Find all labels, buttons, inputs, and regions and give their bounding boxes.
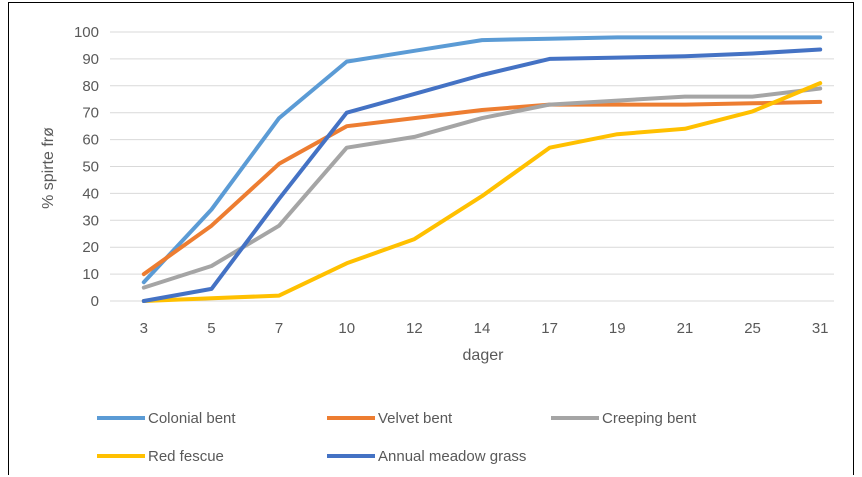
y-axis-ticks: 0 10 20 30 40 50 60 70 80 90 100	[74, 24, 99, 310]
chart-frame: 0 10 20 30 40 50 60 70 80 90 100 3 5 7 10 12 14 17 19 21 25…	[8, 2, 854, 475]
x-tick-label: 12	[406, 320, 423, 337]
x-tick-label: 3	[140, 320, 148, 337]
y-tick-label: 40	[82, 185, 99, 202]
y-tick-label: 70	[82, 105, 99, 122]
x-tick-label: 14	[474, 320, 491, 337]
y-tick-label: 60	[82, 132, 99, 149]
series-line	[141, 99, 823, 277]
y-tick-label: 80	[82, 78, 99, 95]
gridlines	[110, 31, 834, 302]
series-line	[141, 81, 823, 303]
legend-label: Velvet bent	[378, 410, 453, 427]
legend-label: Annual meadow grass	[378, 448, 526, 465]
legend-label: Creeping bent	[602, 410, 697, 427]
y-tick-label: 50	[82, 159, 99, 176]
y-tick-label: 10	[82, 266, 99, 283]
y-tick-label: 90	[82, 51, 99, 68]
series-line	[141, 47, 823, 303]
y-tick-label: 30	[82, 212, 99, 229]
x-tick-label: 7	[275, 320, 283, 337]
x-tick-label: 21	[677, 320, 694, 337]
x-tick-label: 5	[207, 320, 215, 337]
series-lines	[141, 35, 823, 303]
x-tick-label: 17	[541, 320, 558, 337]
x-tick-label: 25	[744, 320, 761, 337]
x-axis-title: dager	[463, 347, 505, 364]
y-tick-label: 20	[82, 239, 99, 256]
legend-label: Red fescue	[148, 448, 224, 465]
legend: Colonial bent Velvet bent Creeping bent Red…	[97, 410, 697, 465]
line-chart: 0 10 20 30 40 50 60 70 80 90 100 3 5 7 10 12 14 17 19 21 25…	[40, 24, 834, 465]
x-tick-label: 19	[609, 320, 626, 337]
y-tick-label: 0	[91, 293, 99, 310]
legend-label: Colonial bent	[148, 410, 236, 427]
x-tick-label: 10	[338, 320, 355, 337]
series-line	[141, 35, 823, 285]
y-axis-title: % spirte frø	[40, 127, 57, 209]
y-tick-label: 100	[74, 24, 99, 41]
x-axis-ticks: 3 5 7 10 12 14 17 19 21 25 31	[140, 320, 829, 337]
x-tick-label: 31	[812, 320, 829, 337]
series-line	[141, 86, 823, 290]
